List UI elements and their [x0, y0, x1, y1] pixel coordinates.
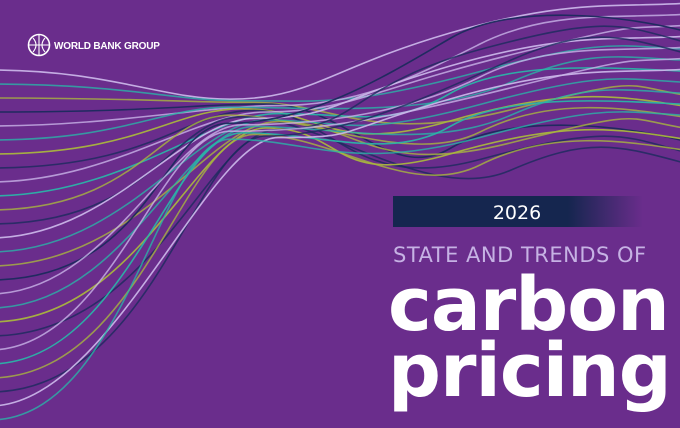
wave-line: [0, 2, 680, 101]
wave-line: [0, 25, 680, 337]
wave-lines: [0, 2, 680, 420]
wave-line: [0, 111, 680, 420]
wave-line: [0, 95, 680, 155]
wave-line: [0, 36, 680, 393]
title-line: carbon: [388, 262, 669, 348]
wave-line: [0, 89, 680, 309]
wave-line: [0, 100, 680, 365]
wave-line: [0, 46, 680, 295]
title-line: pricing: [388, 328, 671, 414]
wave-line: [0, 35, 680, 239]
wave-line: [0, 57, 680, 350]
year: 2026: [493, 202, 541, 224]
year-band: [393, 196, 643, 227]
wave-line: [0, 14, 680, 281]
wave-line: [0, 13, 680, 127]
wave-line: [0, 84, 680, 125]
wave-line: [0, 117, 680, 267]
wave-line: [0, 68, 680, 406]
logo-globe-lines: [29, 35, 49, 55]
logo-globe: [27, 33, 51, 57]
logo-text: WORLD BANK GROUP: [54, 41, 160, 52]
logo: WORLD BANK GROUP: [27, 33, 160, 57]
subtitle: STATE AND TRENDS OF: [393, 243, 647, 267]
wave-line: [0, 67, 680, 197]
wave-line: [0, 24, 680, 183]
wave-line: [0, 127, 680, 323]
